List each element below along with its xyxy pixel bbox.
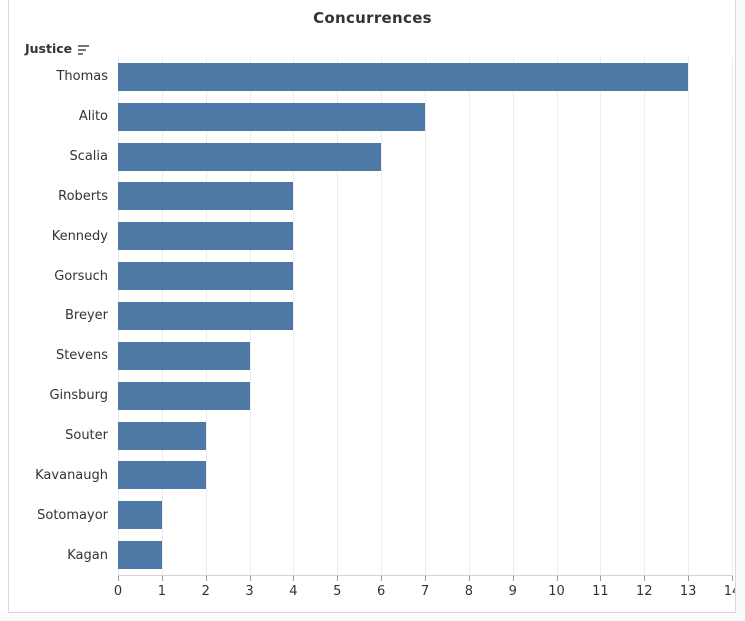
axis-tick bbox=[556, 576, 558, 581]
axis-tick bbox=[600, 576, 602, 581]
row-label[interactable]: Sotomayor bbox=[37, 507, 108, 523]
axis-tick-label: 10 bbox=[548, 584, 565, 599]
row-label[interactable]: Ginsburg bbox=[49, 388, 108, 404]
axis-tick bbox=[118, 576, 119, 581]
axis-tick-label: 6 bbox=[377, 584, 386, 599]
row-label[interactable]: Scalia bbox=[69, 149, 108, 165]
axis-tick-label: 3 bbox=[245, 584, 254, 599]
axis-tick bbox=[337, 576, 339, 581]
gridline bbox=[337, 57, 339, 575]
bar-mark[interactable] bbox=[118, 182, 294, 211]
axis-tick bbox=[644, 576, 646, 581]
axis-tick bbox=[381, 576, 383, 581]
gridline bbox=[512, 57, 514, 575]
row-field-label: Justice bbox=[25, 41, 73, 56]
row-label[interactable]: Breyer bbox=[64, 308, 108, 324]
axis-tick-label: 12 bbox=[636, 584, 653, 599]
gridline bbox=[293, 57, 295, 575]
bar-mark[interactable] bbox=[118, 381, 250, 410]
axis-tick-label: 8 bbox=[464, 584, 473, 599]
axis-tick-label: 13 bbox=[679, 584, 697, 599]
bar-mark[interactable] bbox=[118, 541, 162, 570]
axis-tick bbox=[249, 576, 251, 581]
axis-tick bbox=[161, 576, 163, 581]
category-labels-column: Thomas Alito Scalia Roberts Kennedy Gorsuch Br… bbox=[0, 57, 108, 575]
outer-margin-bottom bbox=[0, 613, 745, 621]
bar-mark[interactable] bbox=[118, 421, 206, 450]
bar-mark[interactable] bbox=[118, 102, 425, 131]
axis-tick bbox=[293, 576, 295, 581]
row-label[interactable]: Roberts bbox=[58, 188, 108, 204]
axis-tick-label: 0 bbox=[113, 584, 123, 599]
axis-tick bbox=[688, 576, 690, 581]
bar-mark[interactable] bbox=[118, 302, 294, 330]
row-label[interactable]: Gorsuch bbox=[54, 268, 108, 284]
axis-tick-label: 2 bbox=[201, 584, 210, 599]
plot-area bbox=[118, 57, 733, 575]
row-label[interactable]: Thomas bbox=[56, 69, 108, 85]
gridline bbox=[425, 57, 426, 575]
gridline bbox=[732, 57, 733, 575]
row-label[interactable]: Kagan bbox=[67, 547, 108, 563]
axis-tick bbox=[512, 576, 514, 581]
bar-mark[interactable] bbox=[118, 62, 689, 91]
bar-mark[interactable] bbox=[118, 461, 206, 490]
row-label[interactable]: Souter bbox=[65, 428, 108, 444]
axis-tick bbox=[732, 576, 733, 581]
gridline bbox=[468, 57, 470, 575]
bar-mark[interactable] bbox=[118, 222, 294, 251]
pane-border-bottom bbox=[8, 612, 736, 613]
axis-tick-label: 1 bbox=[157, 584, 166, 599]
axis-tick-label: 7 bbox=[420, 584, 430, 599]
bar-mark[interactable] bbox=[118, 501, 162, 530]
row-label[interactable]: Stevens bbox=[55, 348, 108, 364]
gridline bbox=[556, 57, 558, 575]
x-axis-line bbox=[118, 575, 733, 576]
pane-border-left bbox=[8, 0, 9, 613]
bar-mark[interactable] bbox=[118, 262, 294, 291]
axis-tick bbox=[468, 576, 470, 581]
gridline bbox=[600, 57, 602, 575]
bar-mark[interactable] bbox=[118, 341, 250, 370]
axis-tick bbox=[425, 576, 426, 581]
row-field-header[interactable]: Justice bbox=[25, 41, 90, 56]
axis-tick-label: 9 bbox=[508, 584, 517, 599]
row-label[interactable]: Kennedy bbox=[51, 228, 108, 244]
x-axis: 0 1 2 3 4 5 6 7 8 9 10 11 12 13 14 bbox=[114, 575, 740, 605]
row-label[interactable]: Alito bbox=[78, 109, 108, 125]
axis-tick-label: 4 bbox=[289, 584, 298, 599]
pane-border-right bbox=[735, 0, 736, 613]
row-label[interactable]: Kavanaugh bbox=[35, 467, 108, 483]
outer-margin-right bbox=[736, 0, 745, 621]
gridline bbox=[644, 57, 646, 575]
axis-tick-label: 5 bbox=[333, 584, 342, 599]
gridline bbox=[381, 57, 383, 575]
chart-title: Concurrences bbox=[313, 9, 432, 27]
sort-descending-icon[interactable] bbox=[78, 44, 90, 55]
axis-tick bbox=[205, 576, 207, 581]
gridline bbox=[688, 57, 690, 575]
bar-mark[interactable] bbox=[118, 142, 382, 171]
axis-tick-label: 11 bbox=[592, 584, 609, 599]
